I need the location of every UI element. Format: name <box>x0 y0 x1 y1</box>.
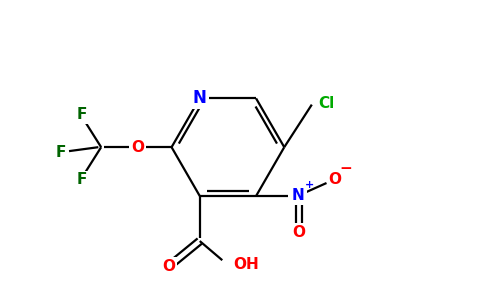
Text: N: N <box>292 188 305 203</box>
Text: F: F <box>55 145 66 160</box>
Text: F: F <box>76 107 87 122</box>
Text: N: N <box>193 89 207 107</box>
Text: O: O <box>162 259 175 274</box>
Text: O: O <box>292 225 305 240</box>
Text: O: O <box>329 172 342 187</box>
Text: +: + <box>305 180 314 190</box>
Text: F: F <box>76 172 87 188</box>
Text: O: O <box>131 140 144 155</box>
Text: OH: OH <box>234 257 259 272</box>
Text: Cl: Cl <box>318 96 335 111</box>
Text: −: − <box>340 161 353 176</box>
